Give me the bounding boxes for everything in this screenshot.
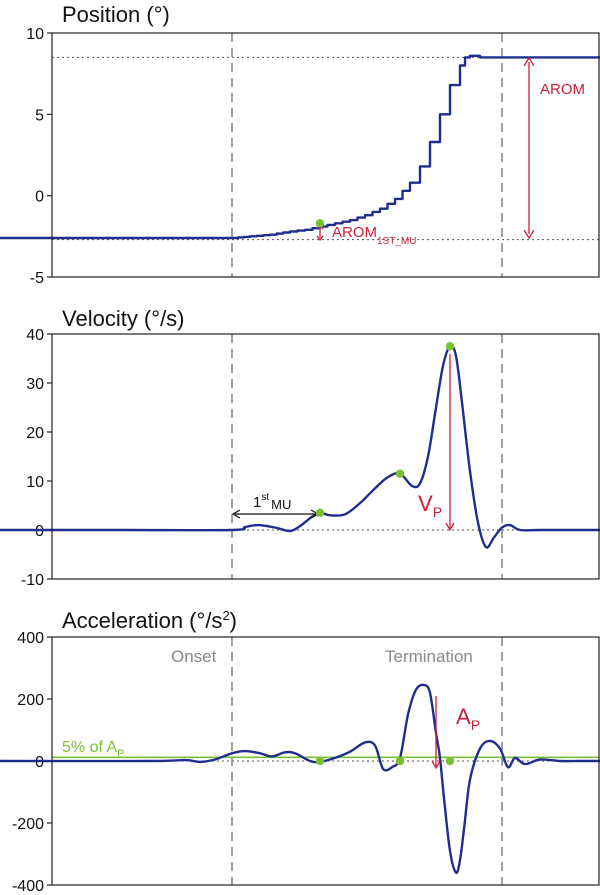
event-marker [395,756,405,766]
position-title: Position (°) [62,2,170,27]
termination-label: Termination [385,647,473,666]
position-frame [51,32,600,278]
y-tick-label: 10 [26,26,44,43]
vp-arrow-head [445,522,455,532]
y-tick-label: 0 [35,754,44,771]
position-y-ticks: 10 5 0 -5 [26,26,52,287]
y-tick-label: 30 [26,376,44,393]
position-curve [0,54,600,240]
velocity-panel: Velocity (°/s) 40 30 20 10 0 -10 1st MU VP [0,306,600,589]
y-tick-label: 0 [35,523,44,540]
arom1-label: AROM1ST_MU [332,224,416,247]
position-panel: Position (°) 10 5 0 -5 AROM AROM1ST_MU [0,2,600,287]
position-markers [315,219,325,228]
y-tick-label: -200 [12,816,44,833]
arom-arrow-top [523,56,535,67]
arom1-arrow-bottom [316,235,324,242]
y-tick-label: -5 [30,270,44,287]
first-mu-arrow-left [231,509,241,519]
y-tick-label: 40 [26,327,44,344]
velocity-markers [315,342,455,518]
velocity-y-ticks: 40 30 20 10 0 -10 [21,327,52,589]
first-mu-label: 1st MU [253,492,291,512]
acceleration-curve [0,683,600,875]
arom-label: AROM [540,81,585,98]
acceleration-panel: Acceleration (°/s2) 400 200 0 -200 -400 Onse… [0,608,600,895]
event-marker [315,508,325,518]
y-tick-label: 0 [35,189,44,206]
event-marker [315,219,325,228]
event-marker [395,469,405,478]
event-marker [445,756,455,766]
y-tick-label: -400 [12,878,44,895]
velocity-frame [51,333,600,580]
onset-label: Onset [171,647,217,666]
velocity-curve [0,344,600,549]
event-marker [445,342,455,351]
threshold-label: 5% of AP [62,739,125,760]
arom-arrow-bottom [523,229,535,240]
y-tick-label: -10 [21,572,44,589]
ap-label: AP [456,704,480,733]
position-reference-lines [52,56,599,241]
y-tick-label: 400 [17,630,44,647]
y-tick-label: 5 [35,107,44,124]
acceleration-title: Acceleration (°/s2) [62,608,237,633]
acceleration-frame [51,636,600,886]
y-tick-label: 20 [26,425,44,442]
acceleration-y-ticks: 400 200 0 -200 -400 [12,630,52,895]
acceleration-markers [315,756,455,766]
y-tick-label: 10 [26,474,44,491]
velocity-title: Velocity (°/s) [62,306,185,331]
vp-label: VP [418,491,442,520]
y-tick-label: 200 [17,692,44,709]
event-marker [315,756,325,766]
ap-arrow-head [431,760,441,770]
